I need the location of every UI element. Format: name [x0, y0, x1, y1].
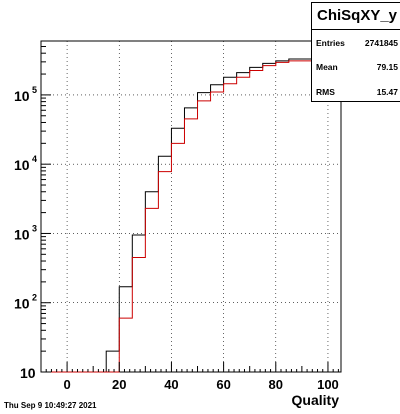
stats-row-rms: RMS 15.47: [316, 87, 398, 97]
y-tick-label: 10: [20, 365, 36, 381]
stats-title: ChiSqXY_y: [312, 3, 400, 30]
series-black-histogram: [41, 58, 341, 373]
stats-mean-label: Mean: [316, 62, 338, 72]
stats-rms-label: RMS: [316, 87, 335, 97]
x-axis-label: Quality: [292, 392, 340, 408]
y-tick-label: 10: [14, 226, 30, 242]
x-tick-label: 20: [112, 377, 126, 392]
y-tick-exponent: 4: [32, 154, 37, 164]
x-tick-label: 80: [269, 377, 283, 392]
y-tick-exponent: 3: [32, 223, 37, 233]
stats-rms-value: 15.47: [376, 87, 398, 97]
x-tick-label: 100: [317, 377, 339, 392]
y-tick-exponent: 5: [32, 85, 37, 95]
stats-box: ChiSqXY_y Entries 2741845 Mean 79.15 RMS…: [311, 2, 400, 102]
y-tick-label: 10: [14, 88, 30, 104]
y-tick-exponent: 2: [32, 293, 37, 303]
series-black-line: [41, 58, 341, 373]
stats-mean-value: 79.15: [376, 62, 398, 72]
series-red-histogram: [41, 60, 341, 373]
timestamp: Thu Sep 9 10:49:27 2021: [4, 401, 97, 410]
grid-lines: [41, 41, 341, 373]
stats-row-entries: Entries 2741845: [316, 38, 398, 48]
stats-entries-label: Entries: [316, 38, 345, 48]
y-tick-label: 10: [14, 157, 30, 173]
stats-entries-value: 2741845: [364, 38, 398, 48]
series-red-line: [41, 60, 341, 373]
x-tick-label: 60: [216, 377, 230, 392]
x-tick-label: 40: [164, 377, 178, 392]
stats-row-mean: Mean 79.15: [316, 62, 398, 72]
x-axis-ticks: 0 20 40 60 80 100: [40, 362, 339, 392]
y-tick-label: 10: [14, 296, 30, 312]
x-tick-label: 0: [63, 377, 70, 392]
plot-frame: [40, 40, 342, 373]
